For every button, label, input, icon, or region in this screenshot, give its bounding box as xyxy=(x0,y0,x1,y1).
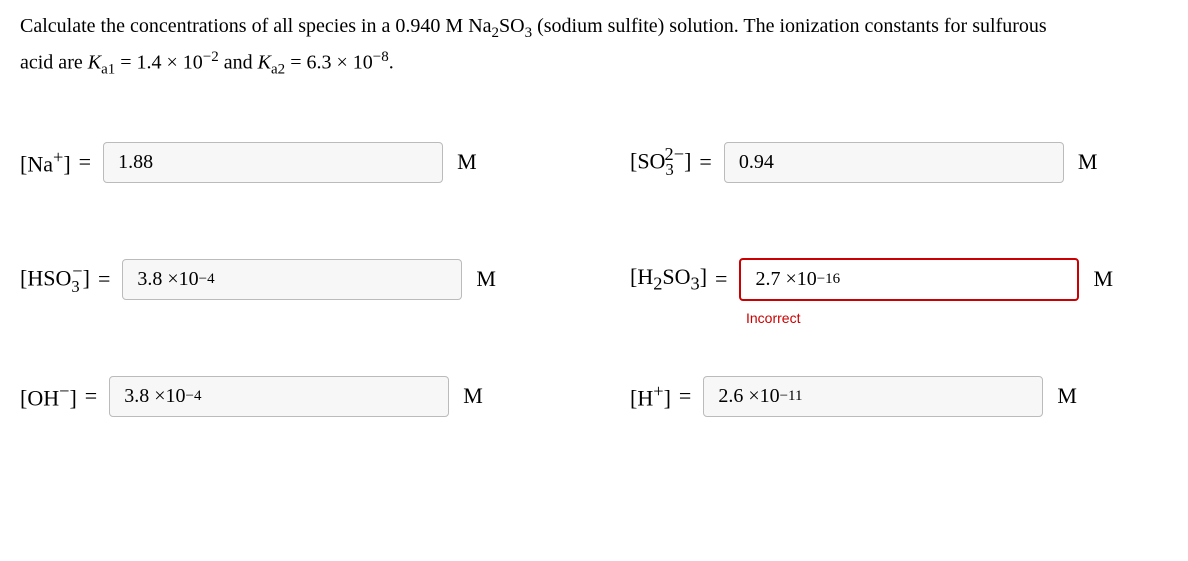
answer-cell: [Na+]=1.88M xyxy=(20,142,630,183)
equals-sign: = xyxy=(90,266,122,292)
answer-input[interactable]: 3.8 ×10−4 xyxy=(109,376,449,417)
species-label: [Na+] xyxy=(20,147,71,177)
unit-label: M xyxy=(1079,266,1113,292)
species-label: [HSO3−] xyxy=(20,261,90,297)
equals-sign: = xyxy=(71,149,103,175)
answer-row: [HSO3−]=3.8 ×10−4M[H2SO3]=2.7 ×10−16MInc… xyxy=(20,258,1168,301)
answer-input[interactable]: 2.6 ×10−11 xyxy=(703,376,1043,417)
feedback-incorrect: Incorrect xyxy=(746,310,800,326)
answer-cell: [H+]=2.6 ×10−11M xyxy=(630,376,1168,417)
species-label: [SO32−] xyxy=(630,144,691,180)
answer-row: [Na+]=1.88M[SO32−]=0.94M xyxy=(20,142,1168,183)
answer-input[interactable]: 0.94 xyxy=(724,142,1064,183)
equals-sign: = xyxy=(77,383,109,409)
unit-label: M xyxy=(1043,383,1077,409)
answer-cell: [SO32−]=0.94M xyxy=(630,142,1168,183)
unit-label: M xyxy=(1064,149,1098,175)
species-label: [H2SO3] xyxy=(630,264,707,294)
answer-cell: [HSO3−]=3.8 ×10−4M xyxy=(20,259,630,300)
answer-input[interactable]: 1.88 xyxy=(103,142,443,183)
unit-label: M xyxy=(443,149,477,175)
equals-sign: = xyxy=(707,266,739,292)
answer-row: [OH−]=3.8 ×10−4M[H+]=2.6 ×10−11M xyxy=(20,376,1168,417)
unit-label: M xyxy=(449,383,483,409)
answer-cell: [OH−]=3.8 ×10−4M xyxy=(20,376,630,417)
species-label: [OH−] xyxy=(20,381,77,411)
answer-input[interactable]: 2.7 ×10−16 xyxy=(739,258,1079,301)
equals-sign: = xyxy=(671,383,703,409)
question-text: Calculate the concentrations of all spec… xyxy=(20,10,1168,82)
answer-cell: [H2SO3]=2.7 ×10−16MIncorrect xyxy=(630,258,1168,301)
equals-sign: = xyxy=(691,149,723,175)
answer-input[interactable]: 3.8 ×10−4 xyxy=(122,259,462,300)
unit-label: M xyxy=(462,266,496,292)
species-label: [H+] xyxy=(630,381,671,411)
